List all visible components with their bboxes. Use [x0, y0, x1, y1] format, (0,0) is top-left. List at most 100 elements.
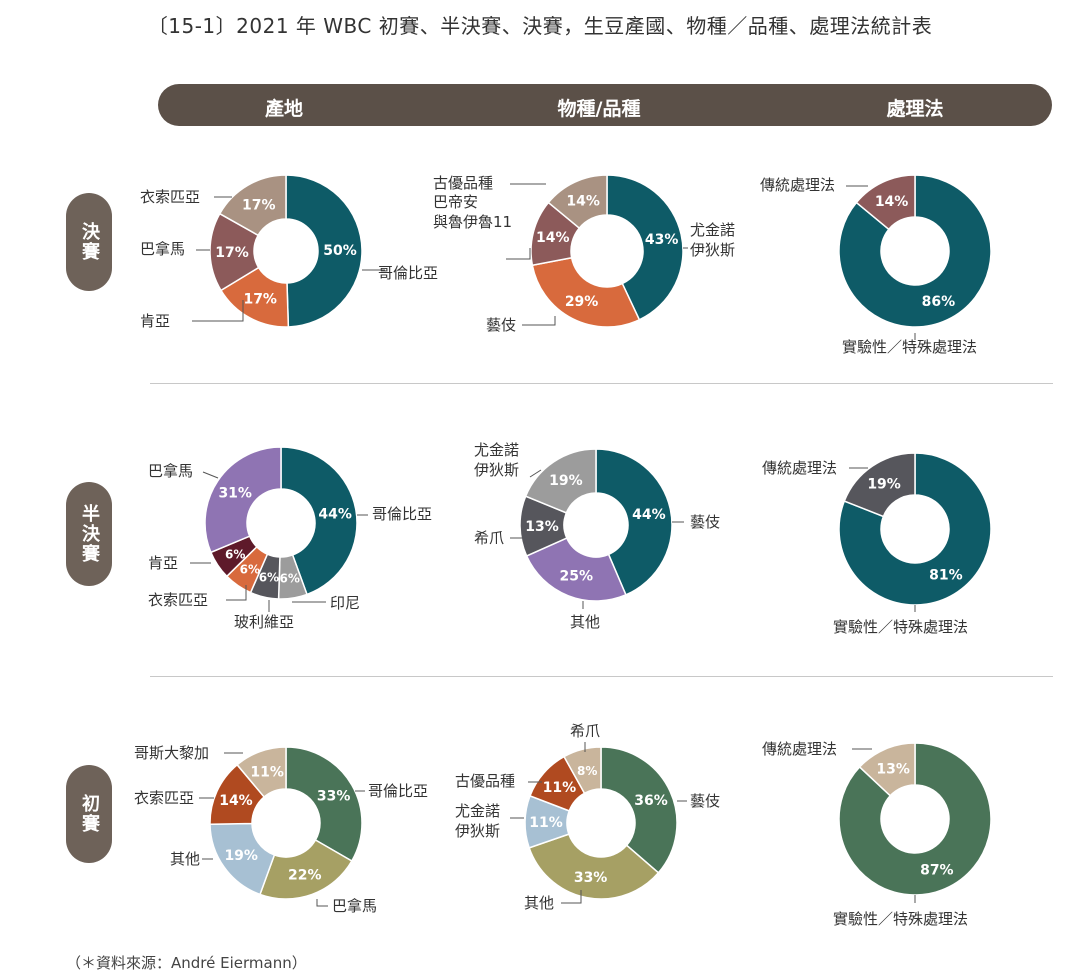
prelim-origin-category-label: 哥倫比亞 — [368, 782, 428, 800]
final-variety-donut: 43% 29% 14% 14% — [530, 174, 684, 328]
semi-variety-value-label: 44% — [632, 507, 666, 523]
prelim-origin-slice — [259, 838, 353, 900]
semi-origin-category-label: 印尼 — [330, 594, 360, 612]
row-divider — [150, 676, 1053, 677]
prelim-process-slice — [858, 742, 916, 797]
semi-origin-value-label: 6% — [240, 562, 260, 576]
row-tab-final: 決賽 — [66, 193, 112, 291]
prelim-variety-value-label: 11% — [543, 780, 577, 796]
prelim-origin-value-label: 14% — [219, 793, 253, 809]
final-variety-category-label: 古優品種 — [433, 174, 493, 192]
semi-origin-category-label: 衣索匹亞 — [148, 591, 208, 609]
row-tab-prelim-label: 初賽 — [79, 794, 100, 834]
prelim-origin-category-label: 衣索匹亞 — [134, 789, 194, 807]
prelim-variety-category-label: 其他 — [524, 894, 554, 912]
prelim-origin-value-label: 22% — [288, 868, 322, 884]
prelim-process-donut: 87% 13% — [838, 742, 992, 896]
final-variety-leader-line — [506, 248, 531, 260]
final-origin-slice — [285, 174, 363, 328]
prelim-origin-leader-line — [316, 899, 328, 907]
semi-origin-slice — [280, 446, 358, 596]
final-origin-category-label: 衣索匹亞 — [140, 188, 200, 206]
prelim-variety-category-label: 希爪 — [570, 722, 600, 740]
final-variety-value-label: 43% — [645, 232, 679, 248]
semi-process-category-label: 實驗性／特殊處理法 — [833, 618, 968, 636]
semi-variety-category-label: 尤金諾伊狄斯 — [474, 441, 519, 479]
prelim-variety-category-label: 古優品種 — [455, 772, 515, 790]
semi-variety-value-label: 25% — [560, 568, 594, 584]
row-tab-prelim: 初賽 — [66, 765, 112, 863]
semi-variety-category-label: 其他 — [570, 613, 600, 631]
prelim-variety-value-label: 36% — [634, 793, 668, 809]
semi-origin-value-label: 31% — [218, 486, 252, 502]
final-process-value-label: 86% — [922, 294, 956, 310]
semi-origin-value-label: 44% — [318, 506, 352, 522]
prelim-process-category-label: 傳統處理法 — [762, 740, 837, 758]
final-process-category-label: 傳統處理法 — [760, 176, 835, 194]
semi-variety-category-label: 藝伎 — [690, 513, 720, 531]
final-origin-value-label: 17% — [215, 245, 249, 261]
final-origin-value-label: 17% — [243, 291, 277, 307]
column-header-variety: 物種/品種 — [557, 98, 641, 120]
row-tab-semifinal-label: 半決賽 — [79, 504, 100, 564]
semi-process-value-label: 19% — [867, 477, 901, 493]
prelim-origin-donut: 33% 22% 19% 14% 11% — [209, 746, 363, 900]
prelim-variety-value-label: 11% — [529, 815, 563, 831]
final-variety-category-label: 尤金諾伊狄斯 — [690, 221, 735, 259]
semi-process-slice — [838, 452, 992, 606]
final-origin-leader-line — [192, 300, 244, 322]
final-variety-slice — [547, 174, 608, 230]
semi-origin-category-label: 哥倫比亞 — [372, 505, 432, 523]
final-variety-value-label: 29% — [565, 294, 599, 310]
prelim-origin-value-label: 11% — [250, 764, 284, 780]
final-variety-value-label: 14% — [536, 230, 570, 246]
prelim-origin-value-label: 19% — [224, 848, 258, 864]
final-process-category-label: 實驗性／特殊處理法 — [842, 338, 977, 356]
column-header-process: 處理法 — [886, 98, 944, 120]
final-process-slice — [838, 174, 992, 328]
final-variety-category-label: 藝伎 — [486, 316, 516, 334]
semi-origin-donut: 44%6%6%6%6%31% — [204, 446, 358, 600]
prelim-variety-leader-line — [561, 890, 582, 904]
prelim-variety-slice — [528, 833, 660, 900]
final-origin-category-label: 巴拿馬 — [140, 240, 185, 258]
semi-origin-category-label: 肯亞 — [148, 554, 178, 572]
final-variety-slice — [531, 256, 641, 328]
prelim-process-slice — [838, 742, 992, 896]
semi-origin-slice — [204, 446, 282, 554]
semi-process-donut: 81% 19% — [838, 452, 992, 606]
final-process-value-label: 14% — [875, 194, 909, 210]
semi-variety-value-label: 19% — [549, 473, 583, 489]
prelim-variety-slice — [563, 746, 602, 795]
prelim-origin-slice — [285, 746, 363, 863]
final-origin-value-label: 17% — [242, 197, 276, 213]
final-origin-value-label: 50% — [323, 243, 357, 259]
source-note: （＊資料來源：André Eiermann） — [66, 954, 307, 972]
semi-origin-value-label: 6% — [280, 571, 300, 585]
final-origin-category-label: 哥倫比亞 — [378, 264, 438, 282]
prelim-variety-slice — [600, 746, 678, 874]
final-origin-category-label: 肯亞 — [140, 312, 170, 330]
semi-variety-leader-line — [529, 469, 542, 478]
semi-variety-value-label: 13% — [525, 519, 559, 535]
final-variety-category-label: 巴帝安與魯伊魯11 — [433, 193, 512, 231]
semi-process-value-label: 81% — [929, 567, 963, 583]
prelim-process-value-label: 13% — [876, 762, 910, 778]
semi-process-slice — [843, 452, 916, 518]
final-variety-leader-line — [522, 316, 556, 326]
prelim-variety-donut: 36%33%11%11%8% — [524, 746, 678, 900]
final-process-slice — [855, 174, 916, 231]
semi-process-category-label: 傳統處理法 — [762, 459, 837, 477]
row-tab-final-label: 決賽 — [79, 222, 100, 262]
row-divider — [150, 383, 1053, 384]
prelim-process-category-label: 實驗性／特殊處理法 — [833, 910, 968, 928]
semi-origin-leader-line — [226, 585, 247, 601]
semi-origin-value-label: 6% — [225, 547, 245, 561]
prelim-variety-category-label: 尤金諾伊狄斯 — [455, 802, 500, 840]
row-tab-semifinal: 半決賽 — [66, 482, 112, 586]
semi-origin-value-label: 6% — [259, 571, 279, 585]
semi-origin-category-label: 玻利維亞 — [234, 613, 294, 631]
column-header-bar — [158, 84, 1052, 126]
page-title: 〔15-1〕2021 年 WBC 初賽、半決賽、決賽，生豆產國、物種／品種、處理… — [147, 14, 933, 38]
final-origin-donut: 50% 17% 17% 17% — [209, 174, 363, 328]
